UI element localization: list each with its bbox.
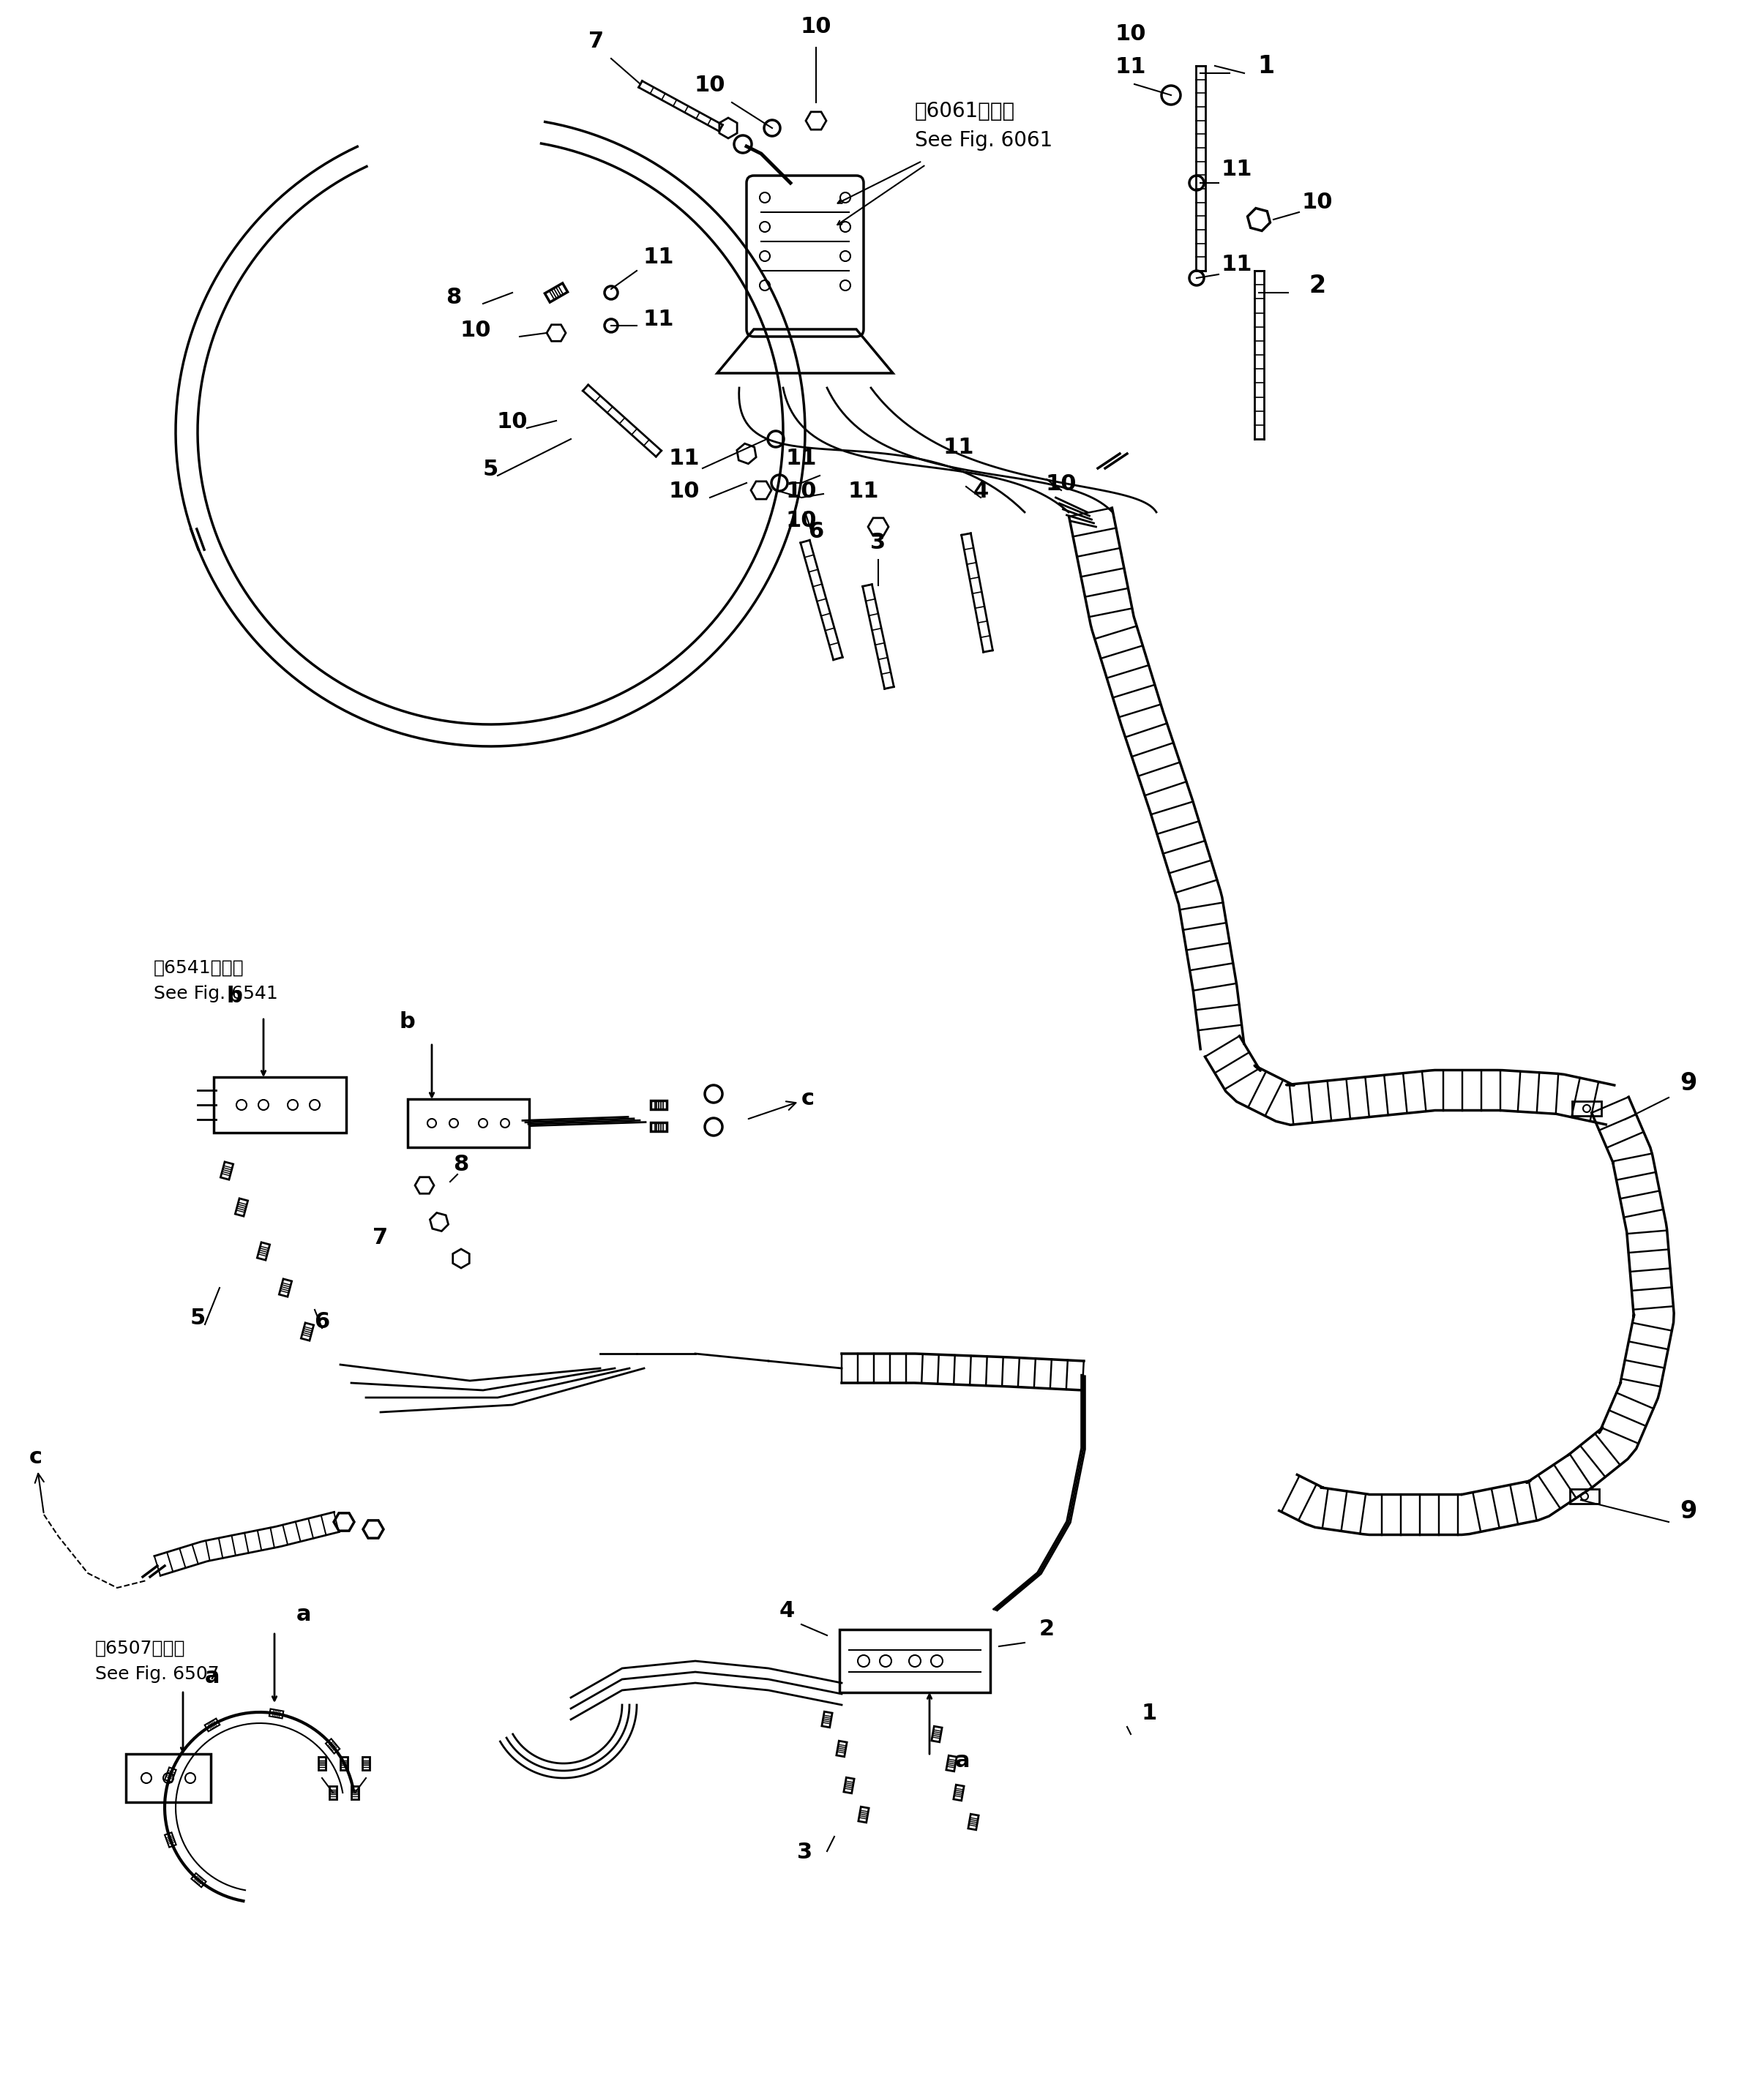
Text: 11: 11	[943, 437, 975, 458]
Text: 第6541図参照: 第6541図参照	[154, 960, 245, 977]
Text: 8: 8	[452, 1153, 468, 1176]
Text: 8: 8	[445, 288, 461, 309]
Text: 4: 4	[779, 1600, 795, 1621]
Text: c: c	[748, 1088, 814, 1119]
Text: 10: 10	[459, 319, 491, 340]
Text: 3: 3	[797, 1842, 812, 1863]
Text: 2: 2	[1039, 1619, 1055, 1640]
Text: 11: 11	[643, 246, 674, 269]
Text: 10: 10	[786, 481, 818, 502]
Text: 10: 10	[1115, 23, 1146, 44]
Text: 10: 10	[694, 76, 725, 97]
Text: 6: 6	[809, 521, 825, 542]
Text: 11: 11	[847, 481, 879, 502]
Text: 第6061図参照: 第6061図参照	[915, 101, 1015, 122]
Text: 11: 11	[669, 447, 701, 468]
Text: 11: 11	[1221, 160, 1253, 181]
Text: b: b	[398, 1012, 414, 1033]
Text: See Fig. 6061: See Fig. 6061	[915, 130, 1053, 151]
Text: 1: 1	[1141, 1703, 1157, 1724]
Text: a: a	[956, 1749, 970, 1772]
Text: See Fig. 6507: See Fig. 6507	[94, 1665, 220, 1682]
Text: 第6507図参照: 第6507図参照	[94, 1640, 185, 1657]
Text: 5: 5	[190, 1308, 206, 1329]
Text: b: b	[227, 985, 243, 1006]
Text: 5: 5	[482, 458, 498, 481]
Text: 9: 9	[1679, 1071, 1696, 1096]
Text: 10: 10	[1046, 472, 1076, 496]
Text: 11: 11	[643, 309, 674, 330]
Text: 11: 11	[786, 447, 818, 468]
Text: 4: 4	[973, 481, 989, 502]
Text: 2: 2	[1309, 273, 1326, 298]
Text: 9: 9	[1679, 1499, 1696, 1522]
Text: 10: 10	[800, 17, 832, 38]
Text: 10: 10	[1302, 191, 1333, 212]
Text: 1: 1	[1258, 55, 1275, 78]
Text: a: a	[297, 1604, 311, 1625]
Text: 7: 7	[589, 31, 604, 52]
Text: See Fig. 6541: See Fig. 6541	[154, 985, 278, 1002]
Text: 11: 11	[1221, 254, 1253, 275]
Text: c: c	[30, 1447, 44, 1512]
Text: 7: 7	[372, 1226, 388, 1247]
Text: 3: 3	[870, 531, 886, 552]
Text: 10: 10	[496, 412, 528, 433]
Text: 6: 6	[314, 1310, 330, 1331]
Text: 10: 10	[786, 510, 818, 531]
Text: 11: 11	[1115, 57, 1146, 78]
Text: 10: 10	[669, 481, 701, 502]
Text: a: a	[204, 1665, 220, 1686]
